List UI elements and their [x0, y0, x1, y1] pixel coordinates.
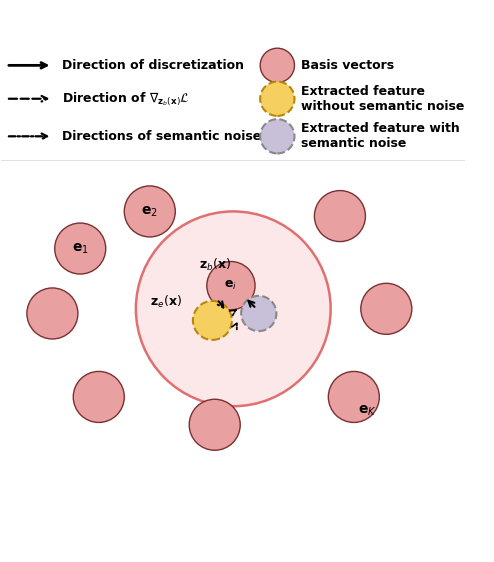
Text: $\mathbf{e}_i$: $\mathbf{e}_i$ — [224, 279, 238, 292]
Circle shape — [260, 119, 294, 153]
Text: Directions of semantic noise: Directions of semantic noise — [62, 130, 261, 143]
Circle shape — [27, 288, 78, 339]
Circle shape — [260, 81, 294, 116]
Circle shape — [73, 371, 124, 423]
Text: Direction of discretization: Direction of discretization — [62, 59, 244, 72]
Text: Basis vectors: Basis vectors — [300, 59, 394, 72]
Text: $\mathbf{e}_2$: $\mathbf{e}_2$ — [141, 204, 158, 219]
Circle shape — [55, 223, 106, 274]
Circle shape — [193, 301, 232, 340]
Text: Extracted feature
without semantic noise: Extracted feature without semantic noise — [300, 85, 464, 113]
Text: $\mathbf{z}_b(\mathbf{x})$: $\mathbf{z}_b(\mathbf{x})$ — [199, 257, 231, 273]
Circle shape — [124, 186, 175, 237]
Circle shape — [314, 191, 366, 242]
Circle shape — [361, 283, 412, 334]
Circle shape — [329, 371, 379, 423]
Text: $\mathbf{e}_1$: $\mathbf{e}_1$ — [72, 241, 88, 256]
Circle shape — [241, 296, 277, 331]
Text: Direction of $\nabla_{\mathbf{z}_b(\mathbf{x})}\mathcal{L}$: Direction of $\nabla_{\mathbf{z}_b(\math… — [62, 90, 190, 107]
Text: $\mathbf{z}_e(\mathbf{x})$: $\mathbf{z}_e(\mathbf{x})$ — [150, 294, 182, 310]
Text: $\mathbf{e}_K$: $\mathbf{e}_K$ — [359, 404, 377, 418]
Circle shape — [136, 211, 330, 406]
Circle shape — [260, 48, 294, 83]
Text: Extracted feature with
semantic noise: Extracted feature with semantic noise — [300, 123, 459, 150]
Circle shape — [207, 261, 255, 310]
Circle shape — [189, 399, 240, 450]
